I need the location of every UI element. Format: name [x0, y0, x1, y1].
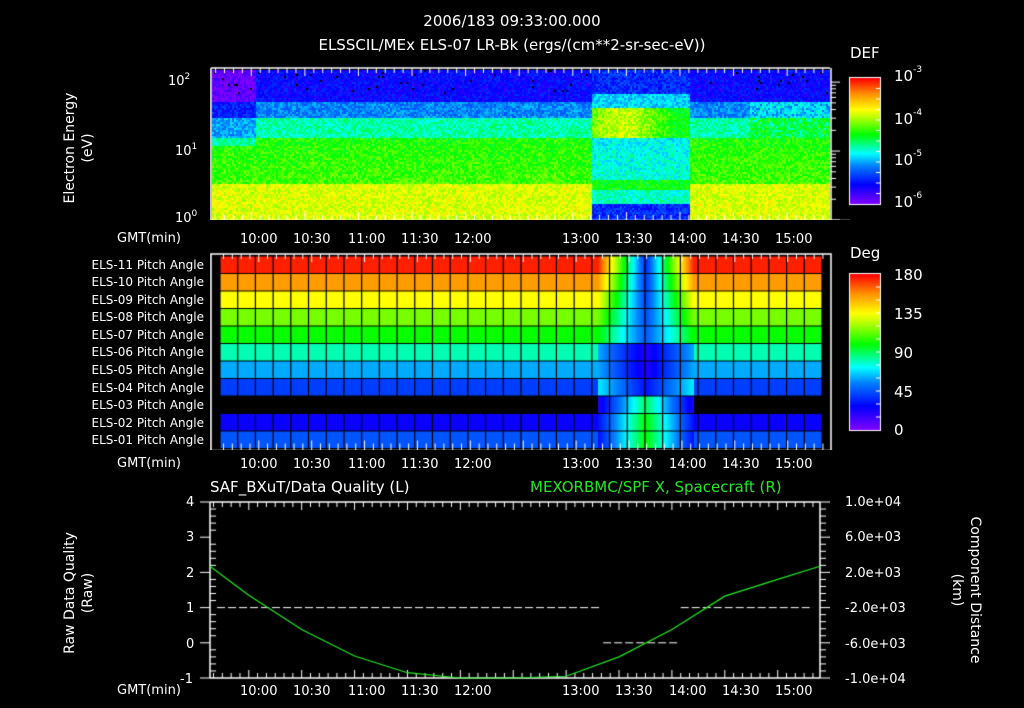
left-axis-label: Raw Data Quality — [62, 532, 78, 654]
right-ytick-2e3: 2.0e+03 — [845, 566, 902, 581]
plot-subtitle: ELSSCIL/MEx ELS-07 LR-Bk (ergs/(cm**2-sr… — [318, 36, 706, 54]
deg-label-135: 135 — [894, 305, 923, 323]
right-ytick-6e3: 6.0e+03 — [845, 530, 902, 545]
right-ytick-neg1e4: -1.0e+04 — [845, 672, 906, 687]
energy-axis-unit: (eV) — [80, 133, 96, 163]
def-colorbar-title: DEF — [850, 44, 880, 62]
row-label-els-11: ELS-11 Pitch Angle — [91, 258, 204, 272]
row-label-els-06: ELS-06 Pitch Angle — [91, 345, 204, 359]
deg-label-0: 0 — [894, 421, 904, 439]
def-label-1e-4: 10-4 — [894, 108, 923, 128]
left-ytick-neg1: -1 — [180, 672, 193, 687]
energy-axis-label: Electron Energy — [62, 92, 78, 204]
row-label-els-01: ELS-01 Pitch Angle — [91, 433, 204, 447]
right-ytick-neg2e3: -2.0e+03 — [845, 601, 906, 616]
time-axis-label-1: GMT(min) — [117, 231, 181, 246]
row-label-els-10: ELS-10 Pitch Angle — [91, 275, 204, 289]
right-ytick-neg6e3: -6.0e+03 — [845, 637, 906, 652]
row-label-els-05: ELS-05 Pitch Angle — [91, 363, 204, 377]
row-label-els-07: ELS-07 Pitch Angle — [91, 328, 204, 342]
right-axis-unit: (km) — [949, 573, 965, 607]
energy-spectrogram-canvas — [210, 60, 850, 220]
right-ytick-1e4: 1.0e+04 — [845, 495, 902, 510]
right-axis-label: Component Distance — [967, 516, 983, 664]
row-label-els-08: ELS-08 Pitch Angle — [91, 310, 204, 324]
ytick-1e0: 100 — [175, 209, 198, 226]
ytick-1e1: 101 — [175, 142, 198, 159]
time-axis-label-3: GMT(min) — [117, 683, 181, 698]
left-axis-unit: (Raw) — [80, 572, 96, 614]
row-label-els-03: ELS-03 Pitch Angle — [91, 398, 204, 412]
pitch-angle-canvas — [210, 250, 850, 450]
time-axis-label-2: GMT(min) — [117, 456, 181, 471]
def-label-1e-3: 10-3 — [894, 65, 923, 85]
deg-colorbar-title: Deg — [850, 244, 881, 262]
deg-label-180: 180 — [894, 266, 923, 284]
deg-label-45: 45 — [894, 383, 914, 401]
def-label-1e-6: 10-6 — [894, 191, 923, 211]
line-plot-canvas — [190, 490, 830, 690]
row-label-els-02: ELS-02 Pitch Angle — [91, 416, 204, 430]
ytick-1e2: 102 — [168, 72, 191, 89]
deg-colorbar — [848, 272, 888, 432]
def-colorbar — [848, 76, 888, 206]
def-label-1e-5: 10-5 — [894, 149, 923, 169]
plot-timestamp: 2006/183 09:33:00.000 — [423, 12, 601, 30]
row-label-els-09: ELS-09 Pitch Angle — [91, 293, 204, 307]
row-label-els-04: ELS-04 Pitch Angle — [91, 381, 204, 395]
deg-label-90: 90 — [894, 344, 914, 362]
